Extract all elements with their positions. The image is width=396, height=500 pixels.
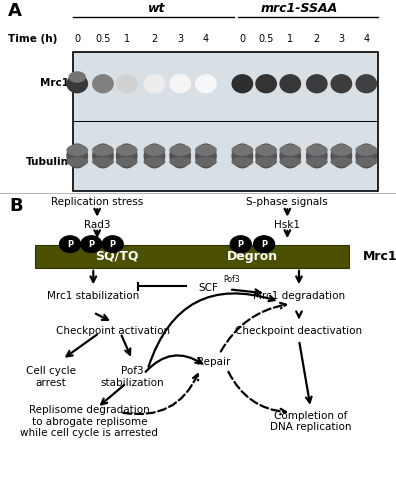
FancyBboxPatch shape [73,52,378,190]
Ellipse shape [255,157,277,166]
Text: wt: wt [148,2,165,15]
Ellipse shape [356,144,377,169]
Ellipse shape [306,74,328,94]
Text: Degron: Degron [227,250,278,263]
Text: Replication stress: Replication stress [51,197,143,207]
Text: SCF: SCF [198,283,218,293]
Circle shape [253,236,274,252]
Text: B: B [10,197,23,215]
Text: 3: 3 [338,34,345,43]
Ellipse shape [330,157,352,166]
Ellipse shape [255,144,277,156]
Text: Completion of
DNA replication: Completion of DNA replication [270,411,351,432]
Text: 0: 0 [239,34,246,43]
Ellipse shape [144,157,166,166]
Ellipse shape [195,144,217,156]
Ellipse shape [92,74,114,94]
Ellipse shape [231,74,253,94]
Text: Checkpoint activation: Checkpoint activation [56,326,170,336]
Text: mrc1-SSAA: mrc1-SSAA [260,2,338,15]
Ellipse shape [195,74,217,94]
Ellipse shape [280,144,301,156]
Ellipse shape [306,144,328,169]
Ellipse shape [169,144,191,169]
Text: P: P [238,240,244,248]
Text: Time (h): Time (h) [8,34,57,43]
Ellipse shape [116,144,138,169]
Ellipse shape [66,144,88,169]
Text: Pof3
stabilization: Pof3 stabilization [100,366,164,388]
Text: Mrc1 degradation: Mrc1 degradation [253,291,345,301]
Ellipse shape [280,157,301,166]
Ellipse shape [280,74,301,94]
Text: Hsk1: Hsk1 [274,220,300,230]
Ellipse shape [116,144,138,156]
Ellipse shape [330,144,352,156]
Text: Cell cycle
arrest: Cell cycle arrest [26,366,76,388]
Text: Checkpoint deactivation: Checkpoint deactivation [235,326,363,336]
Text: SQ/TQ: SQ/TQ [95,250,138,263]
Ellipse shape [356,157,377,166]
Ellipse shape [255,144,277,169]
Ellipse shape [169,144,191,156]
Text: Mrc1: Mrc1 [40,78,69,88]
Ellipse shape [169,157,191,166]
Ellipse shape [66,144,88,156]
Text: 0.5: 0.5 [95,34,110,43]
Text: Mrc1 stabilization: Mrc1 stabilization [47,291,139,301]
Circle shape [102,236,123,252]
Ellipse shape [231,157,253,166]
Ellipse shape [231,144,253,156]
Text: Repair: Repair [197,356,230,366]
Text: P: P [110,240,116,248]
Ellipse shape [255,74,277,94]
Ellipse shape [330,144,352,169]
Ellipse shape [356,144,377,156]
Ellipse shape [144,144,166,156]
FancyBboxPatch shape [35,245,349,268]
Text: 0: 0 [74,34,80,43]
Text: Pof3: Pof3 [223,275,240,284]
Ellipse shape [92,144,114,156]
Ellipse shape [116,74,138,94]
Ellipse shape [195,157,217,166]
Circle shape [230,236,251,252]
Text: 1: 1 [287,34,293,43]
Text: P: P [88,240,94,248]
Text: P: P [67,240,73,248]
Text: 4: 4 [363,34,369,43]
Ellipse shape [144,74,166,94]
Ellipse shape [356,74,377,94]
Ellipse shape [116,157,138,166]
Ellipse shape [69,71,86,83]
Text: A: A [8,2,22,20]
Circle shape [59,236,80,252]
Text: S-phase signals: S-phase signals [246,197,328,207]
Ellipse shape [66,157,88,166]
Text: P: P [261,240,267,248]
Ellipse shape [144,144,166,169]
Ellipse shape [231,144,253,169]
Ellipse shape [66,74,88,94]
Ellipse shape [92,157,114,166]
Ellipse shape [330,74,352,94]
Ellipse shape [280,144,301,169]
Text: 3: 3 [177,34,183,43]
Ellipse shape [169,74,191,94]
Text: 2: 2 [314,34,320,43]
Circle shape [81,236,102,252]
Text: Mrc1: Mrc1 [363,250,396,263]
Ellipse shape [306,144,328,156]
Text: 2: 2 [151,34,158,43]
Ellipse shape [306,157,328,166]
Text: 4: 4 [203,34,209,43]
Text: 1: 1 [124,34,130,43]
Text: 0.5: 0.5 [259,34,274,43]
Text: Rad3: Rad3 [84,220,110,230]
Text: Tubulin: Tubulin [26,156,69,166]
Text: Replisome degradation
to abrogate replisome
while cell cycle is arrested: Replisome degradation to abrogate replis… [21,405,158,438]
Ellipse shape [195,144,217,169]
Ellipse shape [92,144,114,169]
